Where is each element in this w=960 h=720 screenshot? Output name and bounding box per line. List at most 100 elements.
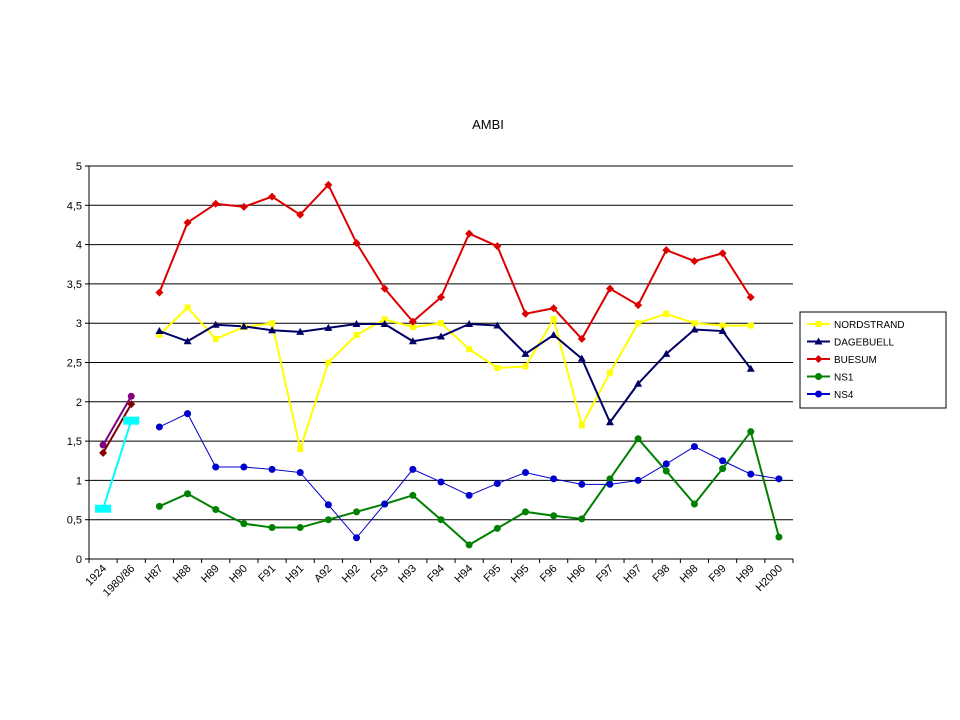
y-tick-label: 0 <box>76 554 82 566</box>
series-line-ns1 <box>158 429 780 547</box>
data-point-dagebuell <box>437 332 445 340</box>
data-point-buesum <box>718 249 727 258</box>
x-tick-label: H89 <box>199 563 222 586</box>
data-point-ns1 <box>296 524 304 532</box>
data-point-nordstrand <box>156 331 163 338</box>
y-tick-label: 4,5 <box>67 200 82 212</box>
data-point-buesum <box>296 210 305 219</box>
data-point-ns1 <box>690 500 698 508</box>
data-point-ns4 <box>409 465 417 473</box>
data-point-ns1 <box>606 475 614 483</box>
data-point-ns1 <box>465 541 473 549</box>
x-tick-label: H94 <box>453 563 476 586</box>
data-point-dagebuell <box>211 320 220 328</box>
data-point-dagebuell <box>662 349 671 357</box>
data-point-ns4 <box>155 423 163 431</box>
x-tick-label: H87 <box>143 563 166 586</box>
legend-swatch-marker <box>814 337 823 345</box>
chart-title: AMBI <box>472 117 504 132</box>
data-point-ns4 <box>324 501 332 509</box>
data-point-ns1 <box>634 435 642 443</box>
x-tick-label: F94 <box>425 563 447 585</box>
data-point-ns4 <box>775 475 783 483</box>
x-tick-label: A92 <box>312 563 334 585</box>
data-point-buesum <box>493 242 502 251</box>
data-point-ns4 <box>634 476 642 484</box>
data-point-dagebuell <box>183 337 192 345</box>
data-point-ns4 <box>606 480 614 488</box>
data-point-dagebuell <box>380 319 389 327</box>
data-point-nordstrand <box>522 363 529 370</box>
data-point-buesum <box>211 199 220 208</box>
data-point-ns4 <box>662 460 670 468</box>
data-point-dagebuell <box>549 330 558 338</box>
data-point-buesum <box>690 257 699 266</box>
data-point-buesum <box>437 293 445 302</box>
data-point-buesum <box>662 246 671 255</box>
data-point-buesum <box>549 304 558 313</box>
x-tick-label: F97 <box>594 563 616 585</box>
series-line-buesum <box>158 183 752 341</box>
y-tick-label: 4 <box>76 240 82 252</box>
y-tick-label: 5 <box>76 161 82 173</box>
data-point-ns1 <box>184 490 192 498</box>
x-tick-label: H96 <box>565 563 588 586</box>
data-point-ns4 <box>578 480 586 488</box>
data-point-buesum <box>521 309 530 318</box>
data-point-nordstrand <box>635 320 642 327</box>
y-tick-label: 2 <box>76 397 82 409</box>
data-point-buesum <box>408 317 417 326</box>
y-tick-label: 1 <box>76 475 82 487</box>
data-point-nordstrand <box>184 304 191 311</box>
data-point-nordstrand <box>297 445 304 452</box>
data-point-ns4 <box>493 480 501 488</box>
data-point-nordstrand <box>269 320 276 327</box>
data-point-nordstrand <box>466 346 473 353</box>
data-point-dagebuell <box>577 354 586 362</box>
data-point-cyan-series <box>123 416 140 425</box>
data-point-dagebuell <box>296 327 305 335</box>
y-tick-label: 0,5 <box>67 515 82 527</box>
data-point-buesum <box>605 284 614 293</box>
x-tick-label: F96 <box>538 563 560 585</box>
data-point-dagebuell <box>718 327 727 335</box>
x-tick-label: H88 <box>171 563 194 586</box>
legend-label-ns4: NS4 <box>834 390 854 401</box>
data-point-ns1 <box>747 428 755 436</box>
data-point-buesum <box>352 239 361 248</box>
x-tick-label: H2000 <box>754 563 785 594</box>
data-point-ns4 <box>521 469 529 477</box>
data-point-ns1 <box>493 524 501 532</box>
data-point-ns1 <box>437 516 445 524</box>
x-tick-label: H98 <box>678 563 701 586</box>
y-axis-ticks: 0 0,5 1 1,5 2 2,5 3 3,5 4 4,5 5 <box>67 161 89 566</box>
data-point-ns1 <box>353 508 361 516</box>
x-tick-label: H95 <box>509 563 532 586</box>
data-point-purple-series <box>127 392 135 400</box>
data-point-buesum <box>465 229 474 238</box>
series-markers <box>95 180 783 549</box>
x-tick-label: F99 <box>707 563 729 585</box>
data-point-nordstrand <box>550 316 557 323</box>
data-point-dagebuell <box>746 364 755 372</box>
x-tick-label: H93 <box>396 563 419 586</box>
legend-swatch-marker <box>814 355 823 363</box>
data-point-ns4 <box>719 457 727 465</box>
data-point-ns4 <box>381 500 389 508</box>
legend-swatch-marker <box>815 373 822 380</box>
data-point-ns4 <box>550 475 558 483</box>
data-point-dagebuell <box>521 349 530 357</box>
legend-label-nordstrand: NORDSTRAND <box>834 320 905 331</box>
y-tick-label: 1,5 <box>67 436 82 448</box>
data-point-ns4 <box>184 410 192 418</box>
data-point-nordstrand <box>691 320 698 327</box>
data-point-nordstrand <box>578 422 585 429</box>
x-tick-label: H97 <box>621 563 644 586</box>
data-point-ns4 <box>240 463 248 471</box>
data-point-dagebuell <box>634 379 643 387</box>
data-point-ns1 <box>662 467 670 475</box>
legend-swatch-marker <box>815 321 822 327</box>
data-point-cyan-series <box>95 504 112 513</box>
